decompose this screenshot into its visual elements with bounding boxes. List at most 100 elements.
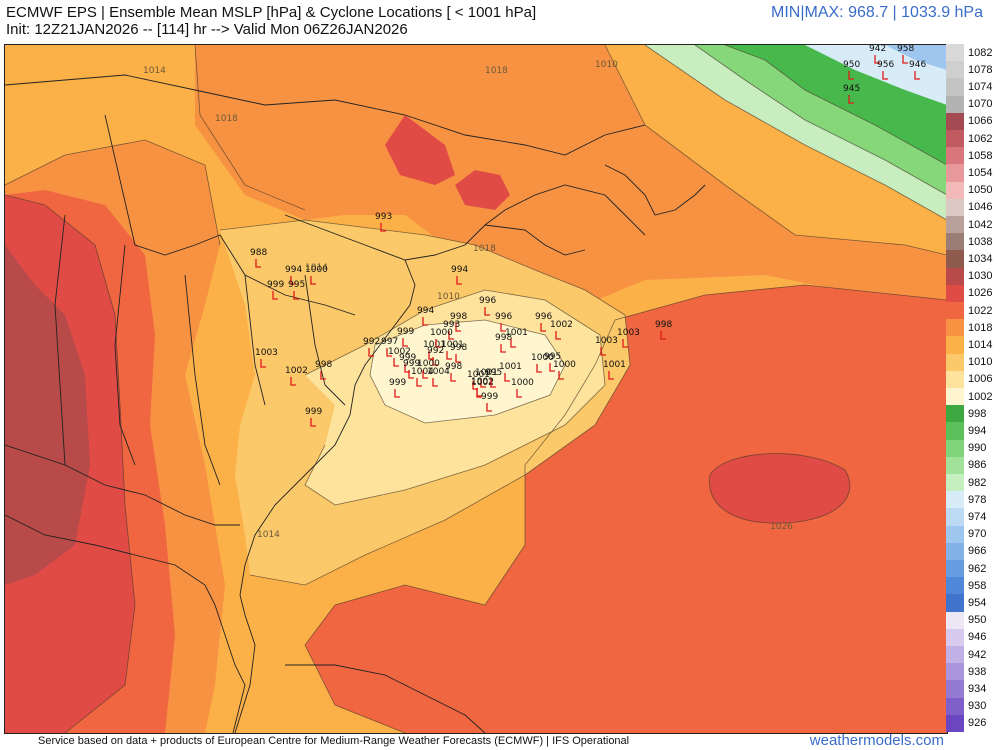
low-marker-icon <box>902 55 908 64</box>
cyclone-pressure-label: 998 <box>445 362 462 372</box>
low-marker-icon <box>848 71 854 80</box>
cyclone-marker: 1001 <box>467 370 490 390</box>
cyclone-marker: 995 <box>288 280 305 300</box>
low-marker-icon <box>290 377 296 386</box>
isobar-label-group: 1014 1018 1010 1018 1014 1018 1010 1026 … <box>143 60 793 540</box>
low-marker-icon <box>290 276 296 285</box>
cyclone-marker: 995 <box>485 368 502 388</box>
scale-label: 1058 <box>968 149 993 162</box>
cyclone-marker: 994 <box>285 265 302 285</box>
scale-swatch <box>946 233 964 251</box>
init-valid-line: Init: 12Z21JAN2026 -- [114] hr --> Valid… <box>6 21 408 38</box>
low-marker-icon <box>428 351 434 360</box>
scale-swatch <box>946 628 964 647</box>
cyclone-marker: 998 <box>450 343 467 363</box>
scale-swatch <box>946 439 964 458</box>
scale-label: 1070 <box>968 98 993 111</box>
cyclone-pressure-label: 1003 <box>255 348 278 358</box>
low-marker-icon <box>416 378 422 387</box>
scale-swatch <box>946 284 964 303</box>
cyclone-pressure-label: 1002 <box>471 378 494 388</box>
low-marker-icon <box>456 276 462 285</box>
low-marker-icon <box>272 291 278 300</box>
scale-swatch <box>946 353 964 372</box>
band-1030-west <box>5 245 90 585</box>
scale-swatch <box>946 388 964 406</box>
low-marker-icon <box>455 354 461 363</box>
isobar-label: 1026 <box>770 522 793 532</box>
cyclone-pressure-label: 988 <box>250 248 267 258</box>
scale-swatch <box>946 112 964 131</box>
cyclone-marker: 999 <box>305 407 322 427</box>
scale-label: 1030 <box>968 270 993 283</box>
low-marker-icon <box>404 364 410 373</box>
cyclone-marker: 1000 <box>430 328 453 348</box>
mslp-map[interactable]: 1014 1018 1010 1018 1014 1018 1010 1026 … <box>4 44 948 734</box>
low-marker-icon <box>874 55 880 64</box>
isobar-label: 1018 <box>215 114 238 124</box>
scale-label: 1046 <box>968 201 993 214</box>
cyclone-pressure-label: 997 <box>381 337 398 347</box>
scale-swatch <box>946 130 964 148</box>
scale-label: 1022 <box>968 304 993 317</box>
cyclone-marker: 946 <box>909 60 926 80</box>
isobar-label: 1010 <box>595 60 618 70</box>
low-marker-icon <box>504 373 510 382</box>
cyclone-pressure-label: 995 <box>544 352 561 362</box>
scale-label: 926 <box>968 717 987 730</box>
isobars <box>5 45 947 733</box>
low-marker-icon <box>484 307 490 316</box>
cyclone-marker: 999 <box>481 392 498 412</box>
footer-credit: Service based on data + products of Euro… <box>38 735 630 747</box>
map-canvas: 1014 1018 1010 1018 1014 1018 1010 1026 … <box>5 45 947 733</box>
cyclone-marker: 992 <box>363 337 380 357</box>
cyclone-pressure-label: 946 <box>909 60 926 70</box>
cyclone-marker: 1001 <box>441 340 464 360</box>
scale-label: 970 <box>968 528 987 541</box>
pressure-color-scale: 1082 1078 1074 1070 1066 1062 1058 1054 1050 1046… <box>946 44 1000 733</box>
scale-label: 990 <box>968 442 987 455</box>
low-marker-icon <box>293 291 299 300</box>
cyclone-pressure-label: 994 <box>451 265 468 275</box>
low-marker-icon <box>608 371 614 380</box>
cyclone-pressure-label: 1002 <box>471 377 494 387</box>
low-marker-icon <box>914 71 920 80</box>
scale-label: 1026 <box>968 287 993 300</box>
low-marker-icon <box>435 339 441 348</box>
cyclone-pressure-label: 1001 <box>499 362 522 372</box>
scale-swatch <box>946 181 964 200</box>
low-marker-icon <box>490 379 496 388</box>
scale-swatch <box>946 525 964 544</box>
isobar-label: 1014 <box>305 263 328 273</box>
low-marker-icon <box>540 323 546 332</box>
cyclone-marker: 999 <box>399 353 416 373</box>
low-marker-icon <box>600 347 606 356</box>
cyclone-marker: 994 <box>451 265 468 285</box>
scale-swatch <box>946 336 964 355</box>
scale-label: 958 <box>968 579 987 592</box>
low-marker-icon <box>310 276 316 285</box>
cyclone-marker: 993 <box>443 320 460 340</box>
cyclone-pressure-label: 999 <box>481 392 498 402</box>
band-1026-quebec-2 <box>455 170 510 210</box>
low-marker-icon <box>448 331 454 340</box>
scale-label: 1054 <box>968 167 993 179</box>
cyclone-pressure-label: 996 <box>495 312 512 322</box>
low-marker-icon <box>432 378 438 387</box>
scale-swatch <box>946 302 964 320</box>
brand-link[interactable]: weathermodels.com <box>809 732 944 749</box>
scale-swatch <box>946 474 964 492</box>
isobar-label: 1014 <box>257 530 280 540</box>
low-marker-icon <box>486 403 492 412</box>
low-marker-icon <box>446 351 452 360</box>
cyclone-marker: 1001 <box>475 368 498 388</box>
cyclone-pressure-label: 999 <box>389 378 406 388</box>
cyclone-marker: 1001 <box>423 340 446 360</box>
scale-label: 1050 <box>968 184 993 197</box>
scale-swatch <box>946 714 964 733</box>
cyclone-marker: 998 <box>450 312 467 332</box>
low-marker-icon <box>510 339 516 348</box>
scale-label: 946 <box>968 631 987 644</box>
low-marker-icon <box>558 371 564 380</box>
low-marker-icon <box>660 331 666 340</box>
